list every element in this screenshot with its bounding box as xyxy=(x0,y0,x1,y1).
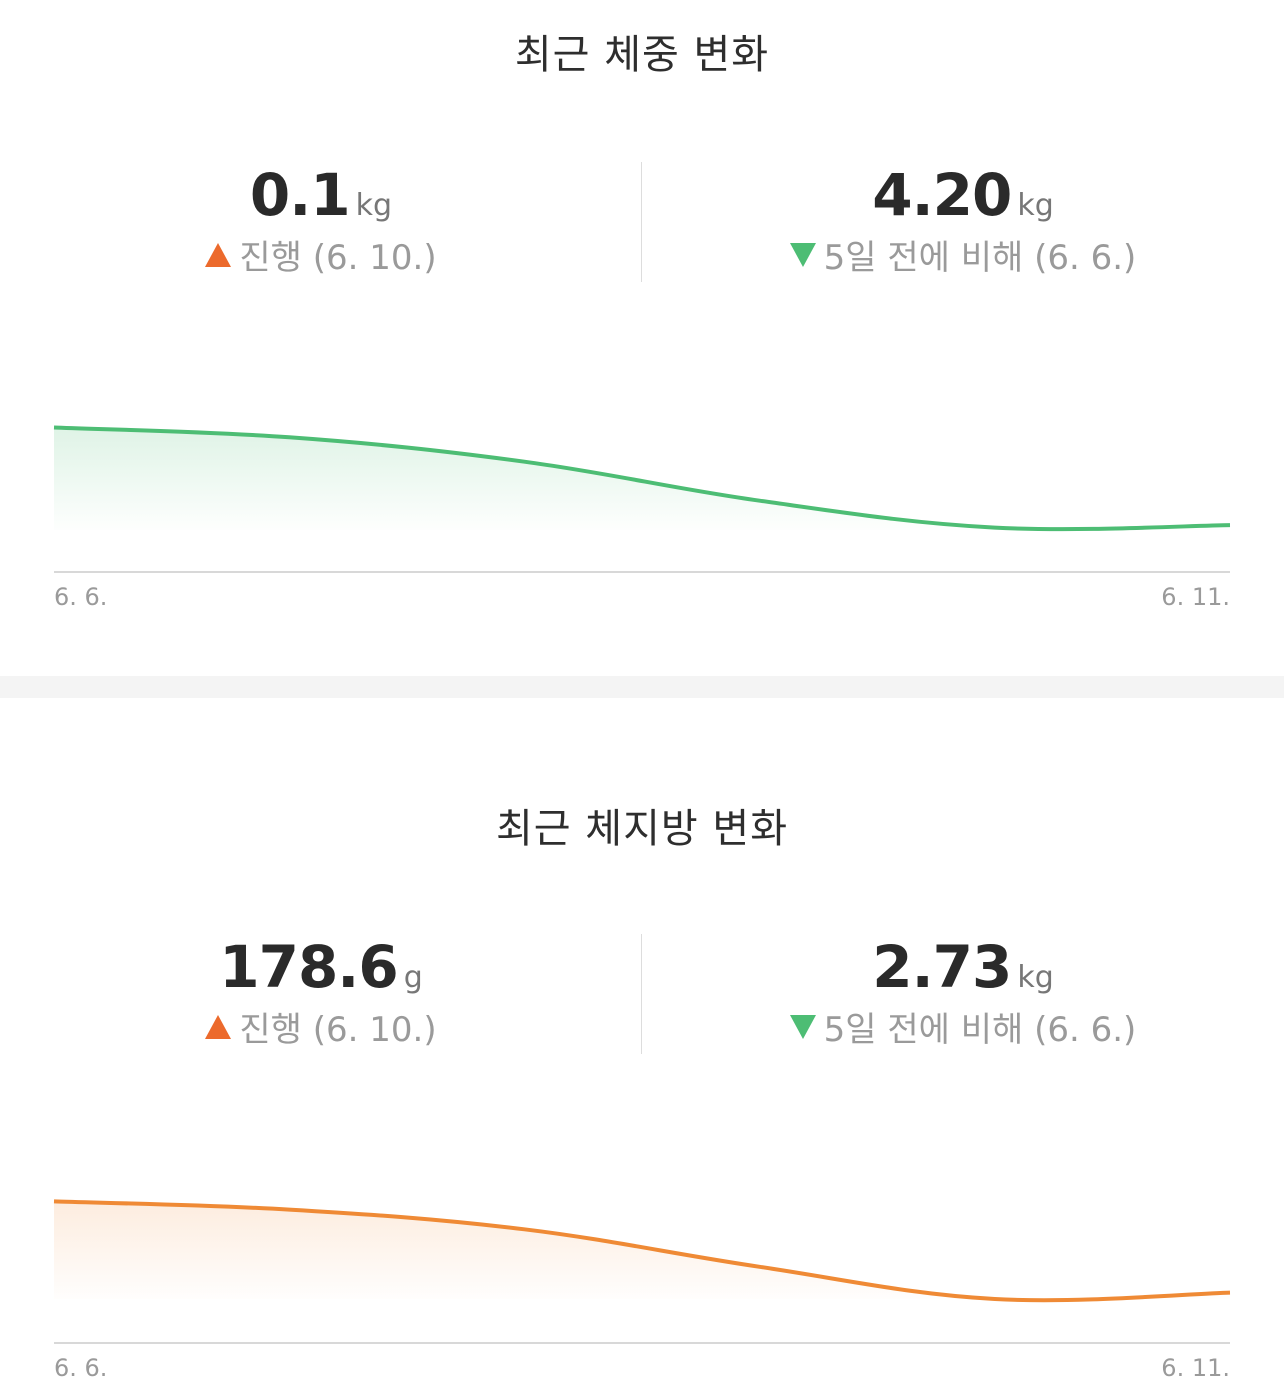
section-separator xyxy=(0,676,1284,698)
fat-progress-caption: 진행 (6. 10.) xyxy=(239,1010,437,1050)
weight-progress-caption: 진행 (6. 10.) xyxy=(239,238,437,278)
weight-compare-value: 4.20 xyxy=(872,161,1012,229)
up-triangle-icon xyxy=(205,243,232,267)
weight-progress-unit: kg xyxy=(355,188,393,223)
weight-progress-value: 0.1 xyxy=(249,161,351,229)
fat-area-fill xyxy=(54,1201,1230,1301)
x-axis-start-label: 6. 6. xyxy=(54,1354,107,1382)
down-triangle-icon xyxy=(789,243,816,267)
fat-compare-stat: 2.73 kg 5일 전에 비해 (6. 6.) xyxy=(642,934,1284,1054)
fat-stats: 178.6 g 진행 (6. 10.) 2.73 kg 5일 전에 비해 (6. 6… xyxy=(0,934,1284,1054)
weight-area-fill xyxy=(54,427,1230,530)
weight-compare-unit: kg xyxy=(1017,188,1054,223)
fat-card-title: 최근 체지방 변화 xyxy=(495,806,789,852)
stats-divider xyxy=(641,162,642,282)
weight-change-card: 최근 체중 변화 0.1 kg 진행 (6. 10.) 4.20 kg 5일 전에 … xyxy=(0,0,1284,676)
down-triangle-icon xyxy=(789,1015,816,1039)
fat-progress-value: 178.6 xyxy=(219,933,398,1001)
fat-trend-chart: 6. 6. 6. 11. xyxy=(53,1199,1231,1382)
fat-compare-caption: 5일 전에 비해 (6. 6.) xyxy=(823,1010,1137,1050)
weight-stats: 0.1 kg 진행 (6. 10.) 4.20 kg 5일 전에 비해 (6. 6.… xyxy=(0,162,1284,282)
fat-progress-unit: g xyxy=(403,960,423,995)
fat-series-line xyxy=(53,1199,1231,1303)
body-fat-change-card: 최근 체지방 변화 178.6 g 진행 (6. 10.) 2.73 kg 5일 전… xyxy=(0,698,1284,1393)
x-axis-end-label: 6. 11. xyxy=(1161,1354,1230,1382)
fat-compare-unit: kg xyxy=(1017,960,1054,995)
x-axis-start-label: 6. 6. xyxy=(54,583,107,611)
weight-compare-stat: 4.20 kg 5일 전에 비해 (6. 6.) xyxy=(642,162,1284,282)
weight-card-title: 최근 체중 변화 xyxy=(514,32,770,78)
x-axis-end-label: 6. 11. xyxy=(1161,583,1230,611)
fat-compare-value: 2.73 xyxy=(872,933,1012,1001)
weight-progress-stat: 0.1 kg 진행 (6. 10.) xyxy=(0,162,642,282)
stats-divider xyxy=(641,934,642,1054)
up-triangle-icon xyxy=(205,1015,232,1039)
fat-progress-stat: 178.6 g 진행 (6. 10.) xyxy=(0,934,642,1054)
weight-compare-caption: 5일 전에 비해 (6. 6.) xyxy=(823,238,1137,278)
weight-trend-chart: 6. 6. 6. 11. xyxy=(53,425,1231,611)
weight-series-line xyxy=(53,425,1231,532)
